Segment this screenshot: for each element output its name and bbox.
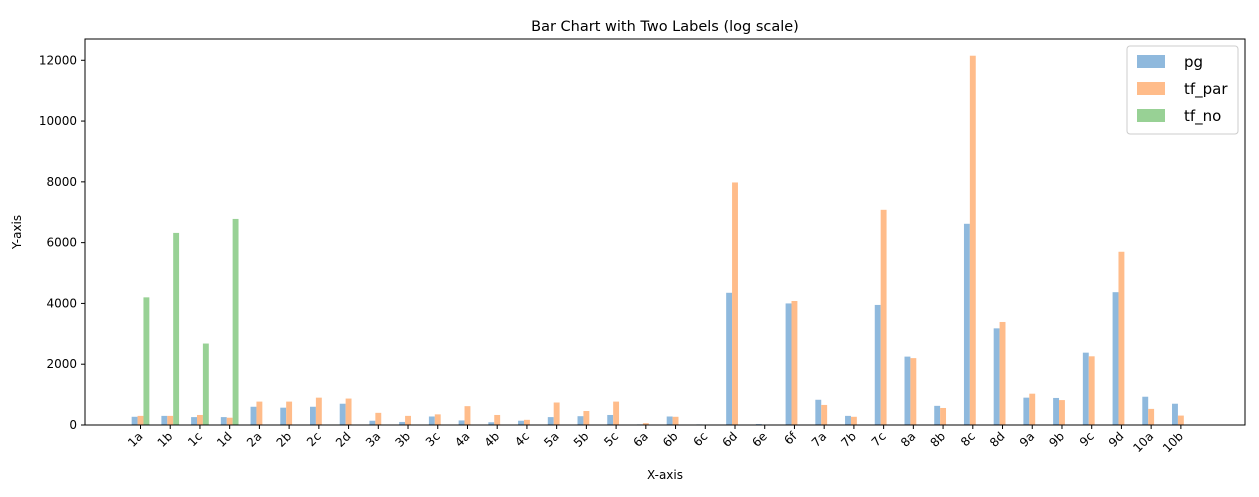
bar-pg-5b (577, 416, 584, 425)
bar-pg-9a (1023, 397, 1030, 425)
legend: pg tf_par tf_no (1126, 45, 1239, 135)
bar-pg-7a (815, 399, 822, 425)
bar-pg-4c (518, 420, 524, 425)
bar-tf-par-4b (494, 414, 501, 425)
bar-tf-par-5b (583, 411, 590, 425)
bar-tf-par-2b (286, 401, 293, 425)
bar-pg-10a (1142, 396, 1149, 425)
bar-tf-par-8b (940, 407, 947, 425)
bar-tf-par-7c (880, 209, 887, 425)
bar-tf-par-3c (434, 414, 441, 425)
bar-tf-par-9d (1118, 251, 1125, 425)
bar-tf-par-5a (553, 402, 560, 425)
bar-tf-par-5c (613, 401, 620, 425)
y-tick-label: 0 (69, 418, 77, 432)
bar-pg-4a (458, 420, 465, 425)
bar-tf-par-4a (464, 406, 471, 425)
bar-pg-3c (428, 416, 435, 425)
bar-pg-8a (904, 356, 911, 425)
bar-tf-par-8d (999, 321, 1006, 425)
y-axis-ticks: 0 2000 4000 6000 8000 10000 12000 (39, 53, 85, 432)
bar-pg-7c (874, 304, 881, 425)
bar-pg-3b (399, 421, 406, 425)
bar-pg-8c (963, 223, 970, 425)
bar-tf-par-10a (1148, 408, 1155, 425)
bar-pg-4b (488, 422, 495, 425)
bar-pg-2b (280, 407, 287, 425)
y-tick-label: 10000 (39, 114, 77, 128)
bar-tf-par-3a (375, 412, 382, 425)
bar-pg-2a (250, 406, 257, 425)
bar-tf-par-7b (850, 416, 857, 425)
y-tick-label: 2000 (46, 357, 77, 371)
bar-pg-6d (726, 292, 733, 425)
bar-tf-par-2c (315, 397, 322, 425)
bar-tf-par-6d (732, 182, 738, 425)
bar-tf-par-8a (910, 358, 917, 425)
bar-tf-no-1b (173, 232, 180, 425)
bar-pg-1c (191, 417, 197, 425)
bar-pg-5c (607, 414, 614, 425)
bar-tf-par-6f (791, 300, 798, 425)
bar-pg-8b (934, 405, 941, 425)
plot-frame (84, 38, 1246, 426)
bar-tf-par-1a (137, 415, 144, 425)
bar-tf-par-6b (672, 416, 679, 425)
bar-tf-par-2a (256, 401, 263, 425)
bar-pg-3a (369, 420, 376, 425)
bar-pg-9b (1053, 397, 1060, 425)
bar-pg-1b (161, 415, 168, 425)
bar-pg-9c (1082, 352, 1089, 425)
bar-tf-par-6a (642, 423, 649, 425)
y-tick-label: 8000 (46, 175, 77, 189)
y-axis-title: Y-axis (10, 215, 24, 250)
bar-tf-par-3b (405, 415, 411, 425)
y-tick-label: 12000 (39, 53, 77, 67)
bar-tf-no-1c (202, 343, 209, 425)
legend-label-tf-no: tf_no (1184, 107, 1221, 126)
y-tick-label: 6000 (46, 236, 77, 250)
bar-tf-par-2d (345, 398, 352, 425)
bar-tf-par-9b (1059, 400, 1065, 425)
bar-tf-no-1d (232, 218, 239, 425)
bar-tf-no-1a (143, 297, 150, 425)
bar-pg-9d (1112, 292, 1119, 425)
legend-label-pg: pg (1184, 53, 1203, 71)
legend-label-tf-par: tf_par (1184, 80, 1228, 99)
bar-pg-8d (993, 328, 1000, 425)
bar-tf-par-9c (1088, 356, 1095, 425)
bar-pg-1d (220, 417, 227, 425)
bar-tf-par-7a (821, 404, 828, 425)
bar-pg-6b (666, 416, 673, 425)
bar-tf-par-4c (523, 419, 530, 425)
y-tick-label: 4000 (46, 296, 77, 310)
bars-group (131, 55, 1184, 425)
bar-tf-par-9a (1029, 393, 1036, 425)
bar-pg-6f (785, 303, 792, 425)
x-axis-title: X-axis (647, 468, 683, 482)
bar-pg-2c (310, 406, 316, 425)
bar-pg-7b (845, 415, 851, 425)
bar-tf-par-1c (197, 414, 203, 425)
bar-tf-par-1d (226, 417, 233, 425)
bar-pg-10b (1172, 403, 1178, 425)
bar-tf-par-10b (1177, 415, 1184, 425)
bar-pg-2d (339, 403, 346, 425)
legend-swatch-tf-par (1137, 82, 1165, 95)
bar-pg-5a (547, 417, 554, 425)
legend-swatch-pg (1137, 55, 1165, 68)
bar-tf-par-8c (969, 55, 976, 425)
bar-tf-par-1b (167, 415, 174, 425)
legend-swatch-tf-no (1137, 109, 1165, 122)
bar-pg-1a (131, 416, 138, 425)
chart-title: Bar Chart with Two Labels (log scale) (531, 19, 799, 35)
